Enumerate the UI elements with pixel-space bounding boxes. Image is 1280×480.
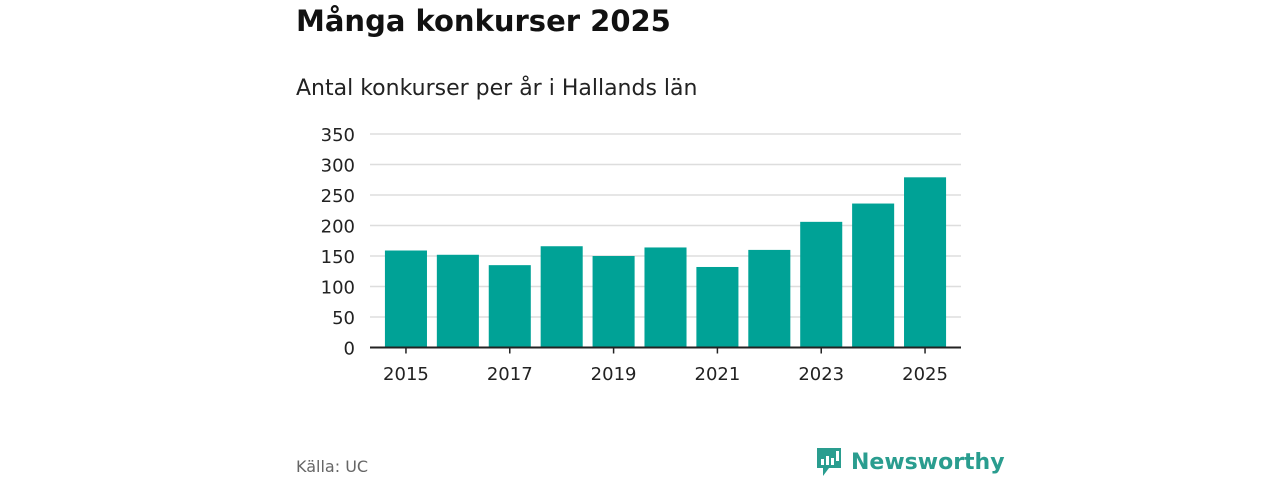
y-tick-label: 100	[321, 278, 355, 299]
bar-2025	[904, 177, 947, 348]
bar-2016	[436, 254, 479, 348]
bar-2018	[540, 246, 583, 348]
x-tick-label: 2023	[798, 364, 844, 385]
chart-title: Många konkurser 2025	[296, 4, 671, 38]
bar-chart: 0 50 100 150 200 250 300 350 2015 2017 2019 2021 202…	[321, 125, 961, 385]
y-tick-label: 200	[321, 217, 355, 238]
logo-text: Newsworthy	[851, 449, 1005, 475]
bar-2017	[488, 265, 531, 348]
y-tick-label: 350	[321, 125, 355, 146]
x-tick-label: 2017	[487, 364, 533, 385]
y-tick-label: 50	[332, 308, 355, 329]
logo-icon	[817, 448, 841, 476]
bar-2015	[384, 250, 427, 348]
bar-2019	[592, 256, 635, 348]
y-tick-label: 300	[321, 156, 355, 177]
x-tick-label: 2015	[383, 364, 429, 385]
chart-subtitle: Antal konkurser per år i Hallands län	[296, 76, 698, 101]
x-tick-label: 2019	[591, 364, 637, 385]
bar-2022	[748, 249, 791, 348]
source-note: Källa: UC	[296, 457, 369, 476]
bar-2021	[696, 266, 739, 348]
x-tick-label: 2021	[695, 364, 741, 385]
bar-2023	[800, 221, 843, 348]
x-tick-label: 2025	[902, 364, 948, 385]
y-tick-label: 250	[321, 186, 355, 207]
newsworthy-logo[interactable]: Newsworthy	[815, 446, 1005, 478]
bar-2020	[644, 247, 687, 348]
bar-2024	[852, 203, 895, 348]
y-tick-label: 150	[321, 247, 355, 268]
y-tick-label: 0	[344, 339, 355, 360]
